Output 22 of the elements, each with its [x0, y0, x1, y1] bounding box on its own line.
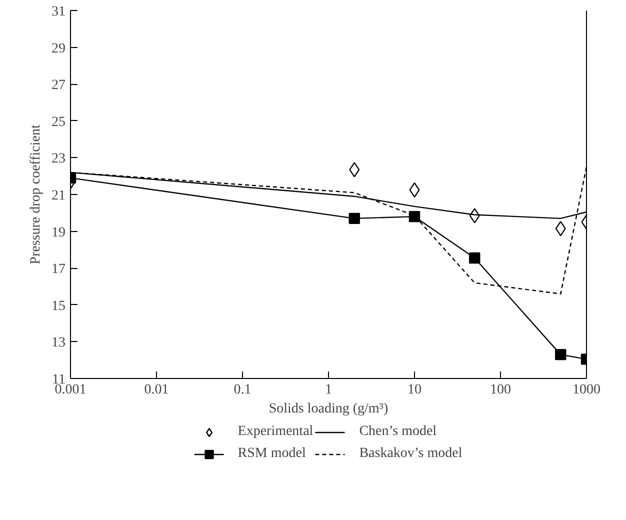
- y-tick-label: 25: [52, 114, 66, 130]
- legend-label: RSM model: [238, 446, 306, 462]
- x-tick-label: 10: [408, 382, 422, 398]
- y-tick-label: 29: [52, 41, 66, 56]
- legend-label: Chen’s model: [359, 424, 437, 440]
- x-tick-label: 0.1: [234, 382, 252, 398]
- x-tick-label: 1: [325, 382, 332, 398]
- x-tick-label: 100: [490, 382, 511, 398]
- y-tick-label: 19: [52, 225, 66, 240]
- y-tick-label: 13: [52, 336, 66, 351]
- y-tick-label: 31: [52, 4, 66, 20]
- x-tick-label: 0.01: [144, 382, 169, 398]
- legend-label: Experimental: [238, 424, 314, 440]
- legend-label: Baskakov’s model: [359, 446, 462, 462]
- y-axis-title: Pressure drop coefficient: [28, 124, 44, 264]
- y-tick-label: 23: [52, 152, 66, 167]
- x-tick-label: 1000: [572, 382, 600, 398]
- y-tick-label: 21: [52, 188, 66, 204]
- y-tick-label: 15: [52, 298, 66, 314]
- y-tick-label: 17: [52, 262, 66, 278]
- x-axis-title: Solids loading (g/m³): [268, 402, 388, 416]
- y-tick-label: 27: [52, 78, 66, 94]
